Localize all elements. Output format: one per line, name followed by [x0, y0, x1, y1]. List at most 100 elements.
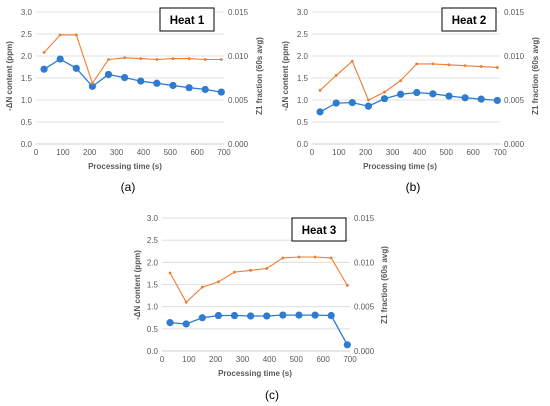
data-point-dn	[88, 82, 96, 90]
data-point-dn	[348, 99, 356, 107]
data-point-z1	[171, 57, 175, 61]
y-tick-label: 3.0	[147, 214, 159, 223]
y-tick-label: 2.0	[297, 52, 309, 61]
x-tick-label: 100	[182, 355, 196, 364]
y-tick-label: 3.0	[21, 8, 33, 17]
data-point-z1	[447, 63, 451, 67]
x-axis-label: Processing time (s)	[218, 369, 292, 378]
x-tick-label: 700	[493, 148, 507, 157]
data-point-dn	[104, 70, 113, 79]
data-point-z1	[155, 58, 159, 61]
data-point-z1	[168, 271, 172, 275]
x-tick-label: 300	[236, 355, 250, 364]
x-tick-label: 0	[34, 148, 39, 157]
data-point-dn	[332, 99, 340, 107]
data-point-z1	[233, 270, 236, 274]
panel-label: (c)	[265, 388, 279, 402]
x-tick-label: 400	[263, 355, 277, 364]
x-tick-label: 600	[466, 148, 480, 157]
y-tick-label: 2.5	[21, 30, 33, 39]
x-tick-label: 100	[332, 148, 346, 157]
data-point-dn	[493, 96, 501, 105]
data-point-dn	[201, 85, 209, 94]
x-tick-label: 700	[343, 355, 357, 364]
data-point-dn	[311, 311, 319, 319]
x-axis-label: Processing time (s)	[363, 162, 437, 171]
y2-axis-label: Z1 fraction (60s avg)	[255, 37, 264, 115]
x-tick-label: 600	[190, 148, 204, 157]
data-point-dn	[198, 314, 206, 322]
plot-area: 0.0 0.5 1.0 1.5 2.0 2.5 3.0 0.000 0.005 0.010 0.01…	[147, 214, 375, 364]
x-tick-label: 400	[137, 148, 151, 157]
data-point-z1	[367, 98, 370, 102]
data-point-dn	[397, 90, 405, 98]
y-tick-label: 1.5	[21, 74, 33, 83]
data-point-dn	[327, 311, 335, 320]
y-tick-label: 0.0	[297, 140, 309, 149]
y-tick-label: 0.0	[21, 140, 33, 149]
y-tick-label: 0.0	[147, 347, 159, 356]
y2-tick-label: 0.015	[504, 8, 525, 17]
data-point-z1	[42, 51, 46, 54]
y2-tick-label: 0.015	[228, 8, 249, 17]
data-point-dn	[429, 90, 437, 98]
data-point-z1	[313, 255, 317, 259]
y2-tick-label: 0.010	[504, 52, 525, 61]
y2-tick-label: 0.005	[228, 96, 249, 105]
data-point-z1	[297, 255, 301, 259]
data-point-dn	[153, 79, 161, 87]
data-point-dn	[413, 88, 421, 97]
y2-tick-label: 0.005	[354, 303, 375, 312]
data-point-dn	[230, 311, 239, 320]
data-point-z1	[350, 59, 354, 63]
y-tick-label: 1.5	[147, 281, 159, 290]
series-line-z1	[319, 60, 498, 101]
chart-heat-1: 0.0 0.5 1.0 1.5 2.0 2.5 3.0 0.000 0.005 0.010 0.01…	[5, 7, 264, 194]
data-point-dn	[40, 65, 48, 73]
x-tick-label: 100	[56, 148, 70, 157]
y-tick-label: 0.5	[21, 118, 33, 127]
panel-label: (a)	[121, 180, 136, 194]
data-point-z1	[345, 283, 349, 287]
data-point-dn	[121, 73, 129, 82]
legend-box	[291, 217, 347, 242]
x-tick-label: 0	[160, 355, 165, 364]
series-line-dn	[43, 58, 222, 93]
data-point-z1	[329, 256, 333, 260]
y2-tick-label: 0.000	[504, 140, 525, 149]
y-tick-label: 1.0	[21, 96, 33, 105]
plot-area: 0.0 0.5 1.0 1.5 2.0 2.5 3.0 0.000 0.005 0.010 0.01…	[297, 8, 525, 157]
data-point-z1	[74, 33, 78, 37]
x-tick-label: 300	[386, 148, 400, 157]
data-point-dn	[263, 312, 271, 320]
x-tick-label: 500	[164, 148, 178, 157]
y-tick-label: 1.0	[297, 96, 309, 105]
data-point-z1	[281, 256, 285, 260]
y-tick-label: 0.5	[147, 325, 159, 334]
data-point-z1	[415, 62, 419, 66]
y-axis-label: -ΔN content (ppm)	[133, 250, 142, 320]
y2-tick-label: 0.010	[228, 52, 249, 61]
x-tick-label: 0	[310, 148, 315, 157]
x-tick-label: 200	[209, 355, 223, 364]
x-tick-label: 400	[413, 148, 427, 157]
x-tick-label: 500	[440, 148, 454, 157]
plot-area: 0.0 0.5 1.0 1.5 2.0 2.5 3.0 0.000 0.005 0.010 0.01…	[21, 8, 249, 157]
chart-heat-2: 0.0 0.5 1.0 1.5 2.0 2.5 3.0 0.000 0.005 0.010 0.01…	[281, 7, 540, 194]
data-point-dn	[477, 95, 485, 103]
data-point-z1	[58, 33, 62, 37]
y-tick-label: 2.0	[147, 258, 159, 267]
y2-tick-label: 0.005	[504, 96, 525, 105]
data-point-dn	[364, 102, 372, 110]
y-tick-label: 2.5	[297, 30, 309, 39]
data-point-z1	[431, 62, 435, 66]
data-point-z1	[318, 88, 322, 92]
x-axis-label: Processing time (s)	[88, 162, 162, 171]
y2-axis-label: Z1 fraction (60s avg)	[380, 246, 389, 324]
data-point-dn	[137, 77, 145, 85]
x-tick-label: 200	[83, 148, 97, 157]
data-point-z1	[203, 58, 207, 61]
data-point-z1	[495, 66, 499, 69]
chart-title: Heat 3	[302, 225, 337, 237]
data-point-z1	[217, 280, 220, 284]
